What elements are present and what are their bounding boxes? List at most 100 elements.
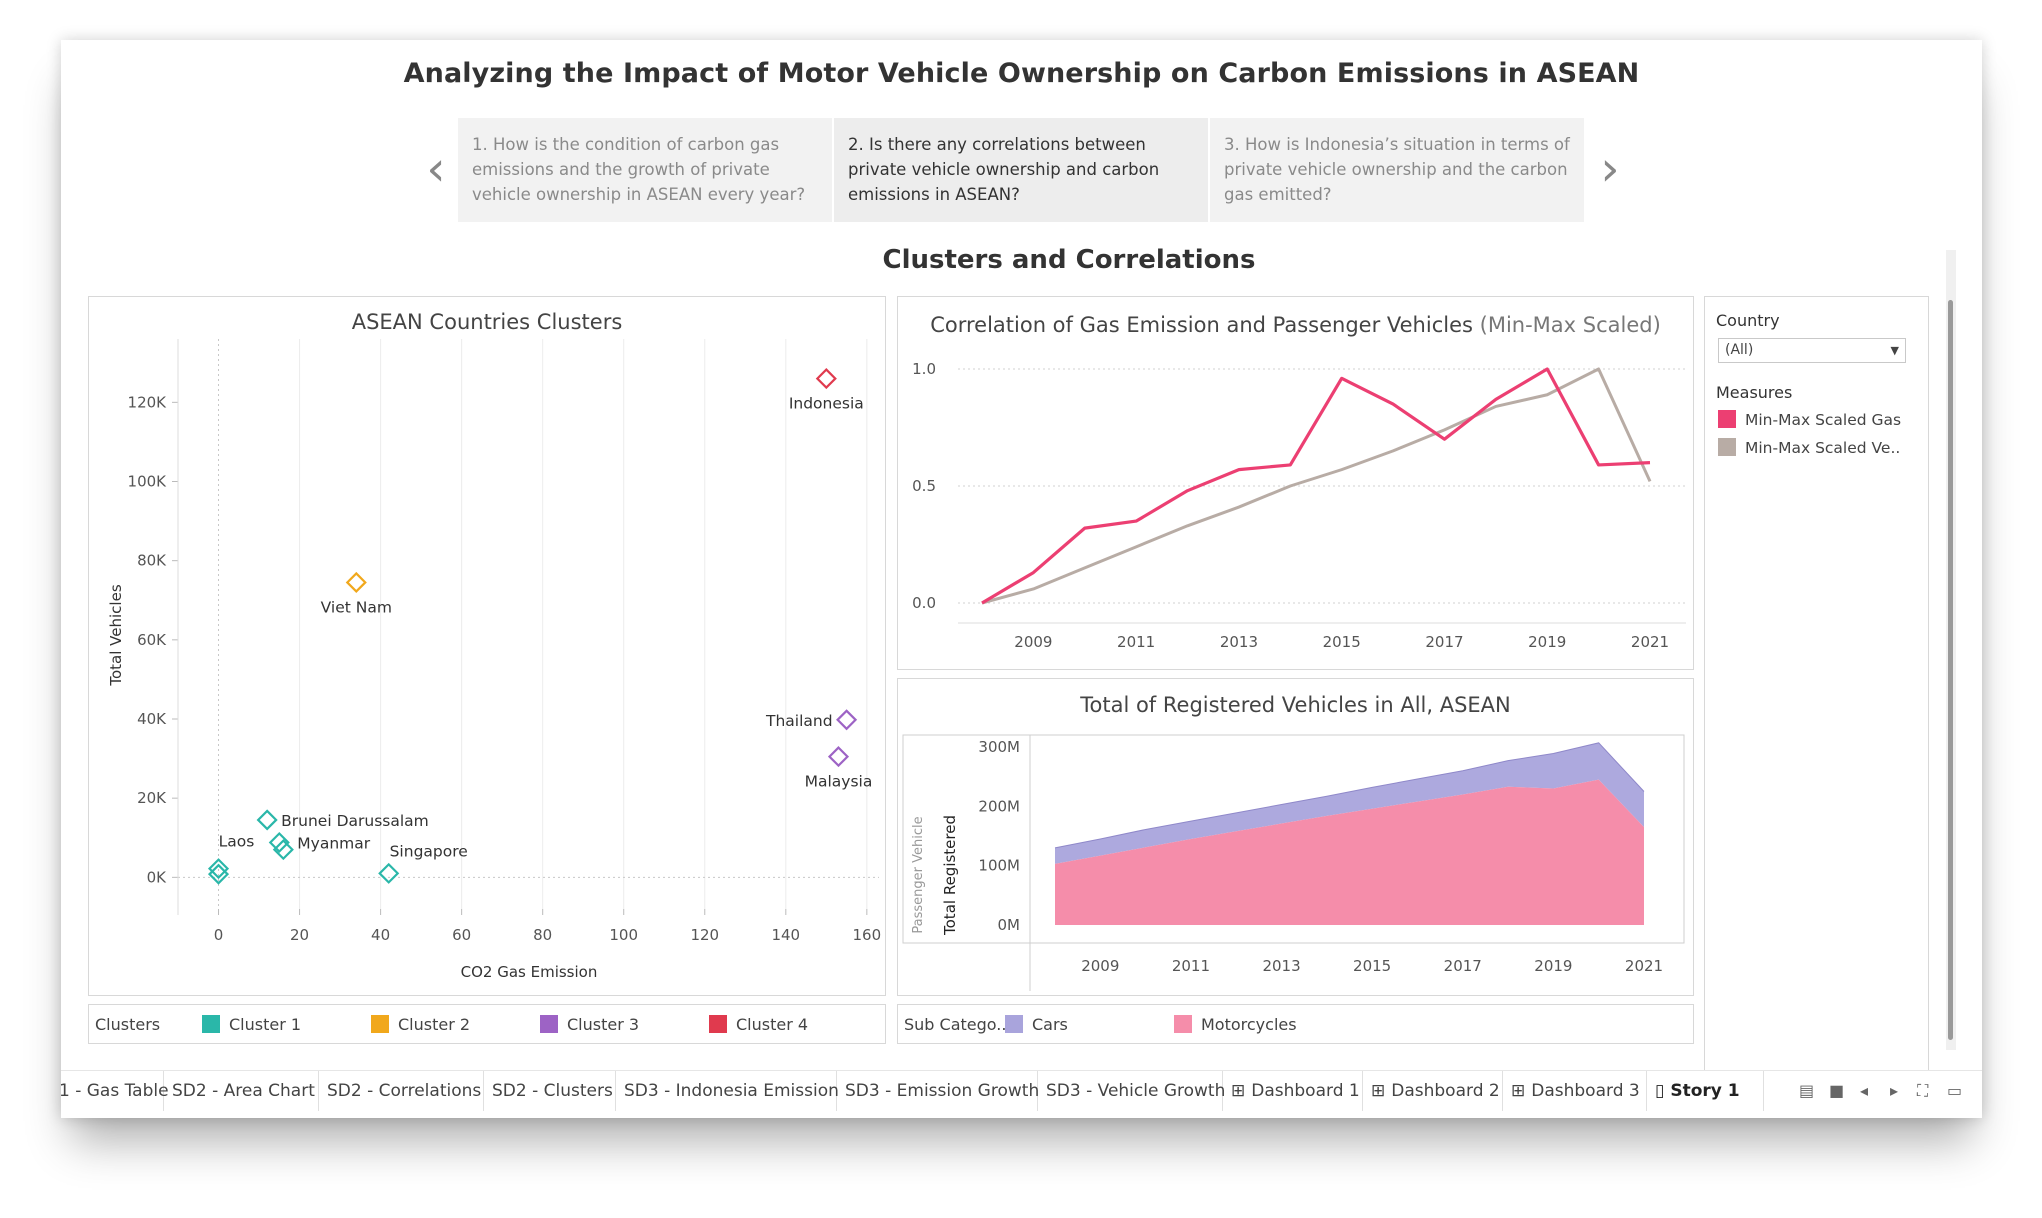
previous-story-point-button[interactable]: ‹ — [416, 140, 456, 200]
scroll-tabs-right-icon[interactable]: ▸ — [1890, 1081, 1899, 1100]
legend-gas-label: Min-Max Scaled Gas — [1745, 411, 1902, 429]
x-tick-label: 2013 — [1220, 633, 1258, 651]
gas-emission-line — [981, 367, 1651, 605]
legend-motorcycles[interactable]: Motorcycles — [1174, 1015, 1297, 1035]
sheet-tab[interactable]: SD2 - Area Chart — [164, 1071, 319, 1111]
x-tick-label: 2013 — [1262, 957, 1300, 975]
sheet-tab[interactable]: ⊞ Dashboard 2 — [1363, 1071, 1503, 1111]
legend-cluster-2[interactable]: Cluster 2 — [371, 1015, 470, 1035]
sheet-tab[interactable]: SD3 - Vehicle Growth — [1038, 1071, 1226, 1111]
story-point-2[interactable]: 2. Is there any correlations between pri… — [834, 118, 1208, 222]
sheet-tab-label: SD2 - Area Chart — [172, 1081, 315, 1101]
x-tick-label: 2017 — [1444, 957, 1482, 975]
sheet-tab-label: SD3 - Indonesia Emission — [624, 1081, 839, 1101]
legend-item-vehicles[interactable]: Min-Max Scaled Ve.. — [1718, 438, 1900, 457]
sheet-tab[interactable]: ▯ Story 1 — [1647, 1071, 1764, 1111]
scrollbar-thumb[interactable] — [1948, 300, 1953, 1040]
point-laos — [207, 863, 230, 885]
clusters-chart-title: ASEAN Countries Clusters — [351, 310, 623, 334]
sheet-tab[interactable]: SD2 - Correlations — [319, 1071, 484, 1111]
dashboard-icon: ⊞ — [1231, 1081, 1246, 1101]
legend-cars[interactable]: Cars — [1005, 1015, 1068, 1035]
legend-cluster-4[interactable]: Cluster 4 — [709, 1015, 808, 1035]
y-tick-label: 0M — [998, 916, 1021, 934]
x-tick-label: 140 — [771, 926, 800, 944]
show-filmstrip-icon[interactable]: ▤ — [1799, 1081, 1815, 1100]
story-point-1[interactable]: 1. How is the condition of carbon gas em… — [458, 118, 832, 222]
vehicles-color-swatch — [1718, 438, 1736, 456]
chevron-right-icon: › — [1600, 141, 1620, 197]
correlation-line-chart[interactable]: 0.0 0.5 1.0 2009 2011 2013 2015 2017 2019 2021 — [898, 297, 1693, 669]
presentation-mode-icon[interactable]: ▭ — [1947, 1081, 1963, 1100]
scroll-tabs-left-icon[interactable]: ◂ — [1860, 1081, 1869, 1100]
dropdown-arrow-icon: ▼ — [1890, 344, 1899, 357]
show-tabs-icon[interactable]: ■ — [1829, 1081, 1845, 1100]
country-dropdown[interactable]: (All) ▼ — [1718, 338, 1906, 363]
sheet-tab[interactable]: ⊞ Dashboard 3 — [1503, 1071, 1647, 1111]
x-tick-label: 2009 — [1014, 633, 1052, 651]
tableau-window: Analyzing the Impact of Motor Vehicle Ow… — [61, 40, 1982, 1118]
y-tick-label: 80K — [137, 552, 167, 570]
cars-swatch — [1005, 1015, 1023, 1033]
x-tick-label: 2011 — [1117, 633, 1155, 651]
y-tick-label: 60K — [137, 631, 167, 649]
motorcycles-swatch — [1174, 1015, 1192, 1033]
point-thailand — [836, 709, 858, 731]
fullscreen-icon[interactable]: ⛶ — [1917, 1081, 1929, 1100]
cluster-2-swatch — [371, 1015, 389, 1033]
point-label: Singapore — [390, 842, 468, 860]
sheet-tab[interactable]: SD2 - Clusters — [484, 1071, 616, 1111]
story-icon: ▯ — [1655, 1081, 1665, 1101]
sheet-tab[interactable]: 1 - Gas Table — [61, 1071, 169, 1111]
legend-cluster-4-label: Cluster 4 — [736, 1015, 809, 1034]
legend-cluster-3-label: Cluster 3 — [567, 1015, 640, 1034]
sheet-tab-label: Dashboard 1 — [1251, 1081, 1360, 1101]
story-title: Analyzing the Impact of Motor Vehicle Ow… — [403, 58, 1640, 89]
x-tick-label: 160 — [853, 926, 882, 944]
registered-vehicles-chart-title: Total of Registered Vehicles in All, ASE… — [1080, 693, 1511, 717]
legend-cluster-3[interactable]: Cluster 3 — [540, 1015, 639, 1035]
y-tick-label: 100K — [128, 473, 168, 491]
sheet-tab-label: 1 - Gas Table — [61, 1081, 169, 1101]
y-axis-title: Total Registered — [941, 815, 959, 936]
sheet-tab-label: Story 1 — [1670, 1081, 1740, 1101]
x-tick-label: 2019 — [1534, 957, 1572, 975]
point-brunei-darussalam — [256, 809, 278, 831]
x-tick-label: 100 — [609, 926, 638, 944]
x-tick-label: 0 — [214, 926, 224, 944]
legend-cluster-1[interactable]: Cluster 1 — [202, 1015, 301, 1035]
dashboard-icon: ⊞ — [1511, 1081, 1526, 1101]
x-tick-label: 40 — [371, 926, 390, 944]
story-point-3-text: 3. How is Indonesia’s situation in terms… — [1224, 135, 1570, 204]
x-tick-label: 2015 — [1323, 633, 1361, 651]
y-tick-label: 100M — [978, 857, 1020, 875]
measures-legend-title: Measures — [1716, 383, 1793, 402]
y-tick-label: 1.0 — [912, 360, 936, 378]
sheet-tab[interactable]: ⊞ Dashboard 1 — [1223, 1071, 1363, 1111]
point-malaysia — [827, 746, 850, 768]
clusters-legend-title: Clusters — [95, 1015, 161, 1034]
story-point-2-text: 2. Is there any correlations between pri… — [848, 135, 1160, 204]
sheet-tab-label: SD3 - Emission Growth — [845, 1081, 1040, 1101]
y-tick-label: 20K — [137, 789, 167, 807]
legend-item-gas[interactable]: Min-Max Scaled Gas — [1718, 410, 1901, 429]
point-label: Thailand — [765, 712, 833, 730]
clusters-scatter-chart[interactable]: 0 20 40 60 80 100 120 140 160 0K 20K 40K 60K 80K 100K 1… — [89, 297, 885, 995]
sheet-tab-label: Dashboard 3 — [1531, 1081, 1640, 1101]
sheet-tab[interactable]: SD3 - Emission Growth — [837, 1071, 1040, 1111]
story-point-3[interactable]: 3. How is Indonesia’s situation in terms… — [1210, 118, 1584, 222]
motorcycles-area — [1055, 779, 1644, 925]
country-dropdown-value: (All) — [1725, 342, 1754, 358]
chevron-left-icon: ‹ — [426, 141, 446, 197]
dashboard-icon: ⊞ — [1371, 1081, 1386, 1101]
legend-cars-label: Cars — [1032, 1015, 1068, 1034]
y-tick-label: 200M — [978, 797, 1020, 815]
y-tick-label: 300M — [978, 738, 1020, 756]
registered-vehicles-area-chart[interactable]: 0M 100M 200M 300M 2009 2011 2013 2015 2017 2019 20… — [898, 679, 1693, 995]
x-tick-label: 20 — [290, 926, 309, 944]
sheet-tab-label: SD3 - Vehicle Growth — [1046, 1081, 1226, 1101]
point-label: Indonesia — [789, 395, 864, 413]
y-axis-subtitle: Passenger Vehicle — [911, 816, 926, 933]
next-story-point-button[interactable]: › — [1590, 140, 1630, 200]
sheet-tab[interactable]: SD3 - Indonesia Emission — [616, 1071, 839, 1111]
